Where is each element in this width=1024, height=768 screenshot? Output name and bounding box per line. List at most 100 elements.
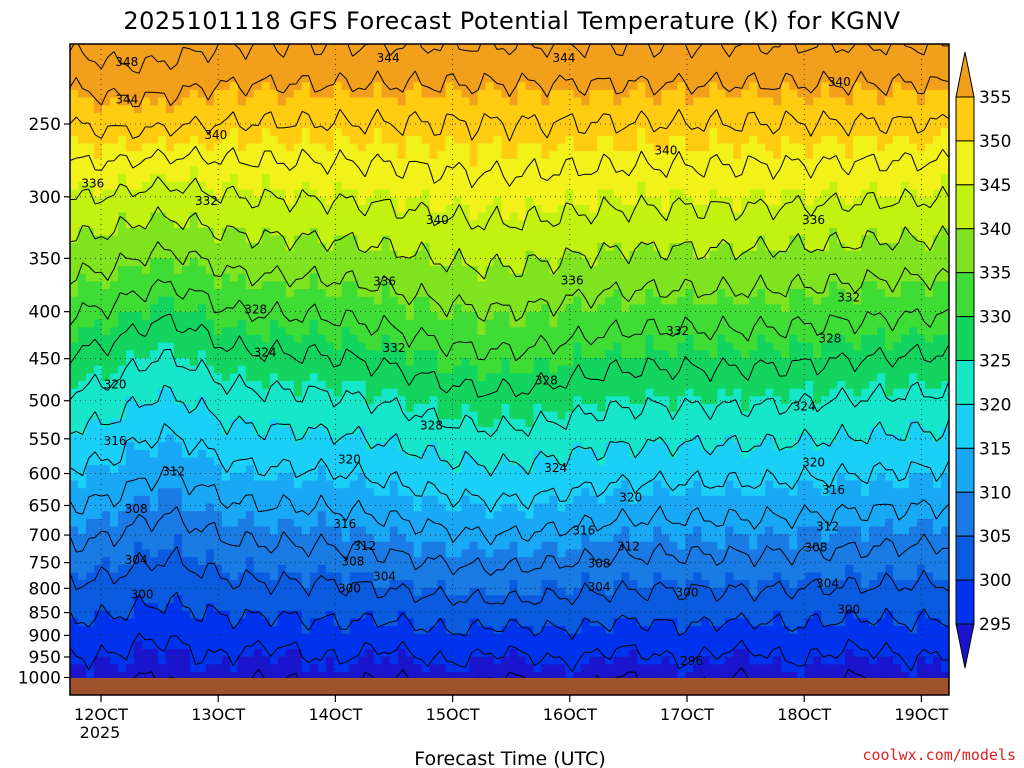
band-cell <box>93 189 103 198</box>
band-cell <box>109 112 119 122</box>
band-cell <box>589 250 598 260</box>
band-cell <box>589 89 598 99</box>
band-cell <box>389 289 399 298</box>
band-cell <box>197 319 207 328</box>
band-cell <box>733 212 742 221</box>
band-cell <box>357 365 367 374</box>
band-cell <box>269 82 279 91</box>
band-cell <box>509 220 519 229</box>
band-cell <box>445 350 455 359</box>
band-cell <box>669 312 678 321</box>
band-cell <box>597 281 606 290</box>
band-cell <box>221 273 231 283</box>
band-cell <box>621 143 630 152</box>
band-cell <box>293 342 303 351</box>
band-cell <box>453 273 463 283</box>
band-cell <box>733 319 742 328</box>
band-cell <box>437 312 447 321</box>
band-cell <box>645 189 654 198</box>
band-cell <box>925 227 934 237</box>
band-cell <box>917 243 926 252</box>
band-cell <box>341 59 351 68</box>
band-cell <box>141 66 151 76</box>
band-cell <box>725 74 734 83</box>
band-cell <box>605 158 614 168</box>
band-cell <box>557 120 567 129</box>
band-cell <box>805 220 814 229</box>
band-cell <box>533 189 543 198</box>
band-cell <box>925 82 934 91</box>
band-cell <box>405 365 415 374</box>
band-cell <box>125 335 135 344</box>
band-cell <box>797 220 806 229</box>
band-cell <box>549 181 559 191</box>
band-cell <box>565 74 575 83</box>
band-cell <box>197 258 207 267</box>
band-cell <box>405 143 415 152</box>
band-cell <box>709 212 718 221</box>
band-cell <box>533 358 543 367</box>
band-cell <box>477 380 487 390</box>
band-cell <box>213 166 223 175</box>
band-cell <box>757 380 766 390</box>
band-cell <box>589 319 598 328</box>
band-cell <box>333 227 343 237</box>
band-cell <box>573 181 583 191</box>
band-cell <box>421 335 431 344</box>
band-cell <box>405 105 415 114</box>
band-cell <box>237 250 247 260</box>
band-cell <box>85 289 95 298</box>
band-cell <box>469 143 479 152</box>
band-cell <box>381 304 391 313</box>
band-cell <box>189 66 199 76</box>
band-cell <box>517 304 527 313</box>
band-cell <box>70 319 79 328</box>
band-cell <box>693 120 702 129</box>
band-cell <box>317 197 327 206</box>
band-cell <box>261 235 271 244</box>
band-cell <box>821 120 830 129</box>
band-cell <box>365 89 375 99</box>
band-cell <box>141 312 151 321</box>
band-cell <box>189 44 199 53</box>
band-cell <box>461 59 471 68</box>
band-cell <box>501 82 511 91</box>
band-cell <box>70 289 79 298</box>
band-cell <box>557 151 567 160</box>
band-cell <box>469 66 479 76</box>
band-cell <box>781 51 790 60</box>
band-cell <box>349 143 359 152</box>
band-cell <box>589 358 598 367</box>
band-cell <box>925 281 934 290</box>
band-cell <box>509 296 519 305</box>
band-cell <box>253 82 263 91</box>
band-cell <box>789 120 798 129</box>
band-cell <box>829 350 838 359</box>
band-cell <box>821 289 830 298</box>
band-cell <box>397 143 407 152</box>
band-cell <box>829 51 838 60</box>
band-cell <box>557 82 567 91</box>
band-cell <box>629 51 638 60</box>
band-cell <box>205 174 215 183</box>
band-cell <box>613 296 622 305</box>
band-cell <box>77 105 87 114</box>
band-cell <box>653 189 662 198</box>
band-cell <box>493 350 503 359</box>
band-cell <box>933 373 942 382</box>
band-cell <box>717 380 726 390</box>
band-cell <box>501 380 511 390</box>
band-cell <box>285 158 295 168</box>
band-cell <box>605 44 614 53</box>
band-cell <box>165 120 175 129</box>
band-cell <box>781 266 790 275</box>
band-cell <box>909 51 918 60</box>
band-cell <box>685 204 694 214</box>
band-cell <box>661 327 670 336</box>
band-cell <box>261 204 271 214</box>
band-cell <box>885 158 894 168</box>
band-cell <box>117 235 127 244</box>
band-cell <box>933 181 942 191</box>
band-cell <box>765 365 774 374</box>
band-cell <box>629 112 638 122</box>
